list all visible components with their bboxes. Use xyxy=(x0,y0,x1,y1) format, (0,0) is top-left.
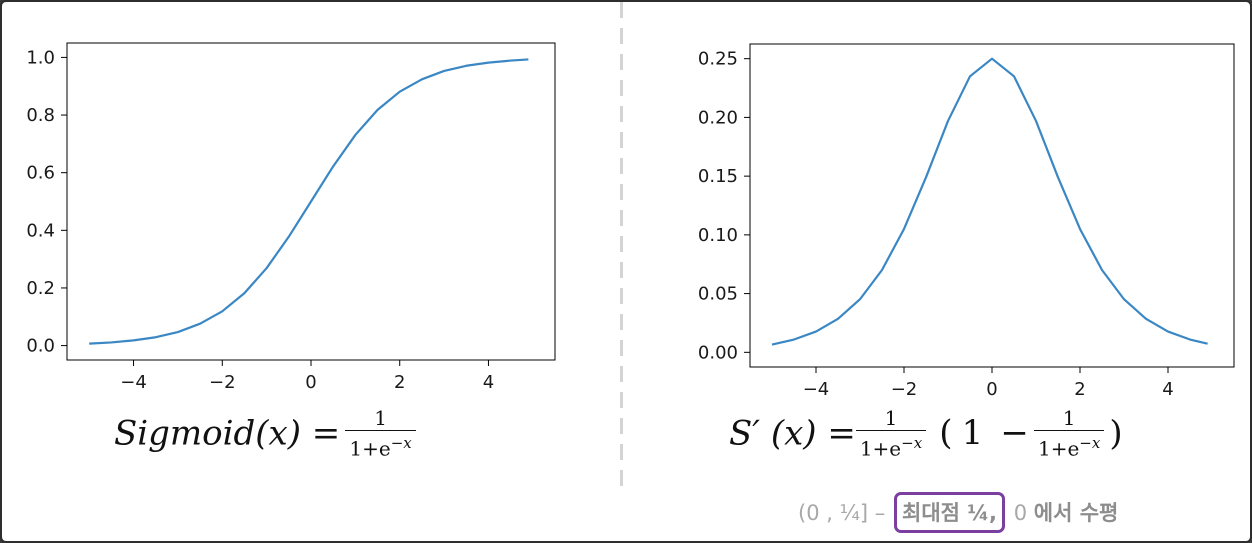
dashed-divider xyxy=(620,2,623,490)
sigmoid-derivative-chart: −4 −2 0 2 4 0.00 0.05 0.10 0.15 0.20 0.25 xyxy=(698,43,1235,400)
derivative-x-tick-label: 4 xyxy=(1162,379,1173,400)
sigmoid-x-tick-label: −4 xyxy=(120,372,147,393)
derivative-x-tick-label: −2 xyxy=(891,379,918,400)
close-paren: ) xyxy=(1109,413,1123,454)
sigmoid-x-tick-label: 4 xyxy=(483,372,494,393)
sigmoid-y-tick-label: 1.0 xyxy=(26,47,55,68)
sigmoid-series-line-0 xyxy=(89,58,529,345)
derivative-denominator-2: 1+e−x xyxy=(1033,430,1105,461)
sigmoid-formula-lhs: Sigmoid(x) = xyxy=(114,413,341,454)
derivative-y-tick-label: 0.10 xyxy=(698,225,738,246)
sigmoid-den-base: 1+e xyxy=(349,436,391,461)
sigmoid-y-tick-label: 0.2 xyxy=(26,278,55,299)
derivative-fraction-1: 1 1+e−x xyxy=(855,406,927,461)
sigmoid-formula: Sigmoid(x) = 1 1+e−x xyxy=(114,406,416,461)
derivative-den2-exp: −x xyxy=(1079,434,1101,452)
derivative-numerator-1: 1 xyxy=(884,406,898,430)
derivative-den2-base: 1+e xyxy=(1037,436,1080,461)
derivative-series-line-0 xyxy=(771,57,1208,346)
caption-highlight-text: 최대점 ¼, xyxy=(902,501,997,525)
caption-prefix: (0 , ¼] – xyxy=(798,501,886,525)
sigmoid-y-tick-label: 0.6 xyxy=(26,163,55,184)
sigmoid-x-tick-label: 2 xyxy=(394,372,405,393)
open-paren: ( xyxy=(939,413,953,454)
sigmoid-x-tick-label: −2 xyxy=(209,372,236,393)
sigmoid-chart: −4 −2 0 2 4 0.0 0.2 0.4 0.6 0.8 1.0 xyxy=(26,42,556,393)
sigmoid-numerator: 1 xyxy=(374,406,387,430)
derivative-y-tick-label: 0.20 xyxy=(698,107,738,128)
derivative-y-tick-label: 0.15 xyxy=(698,166,738,187)
derivative-x-tick-label: 0 xyxy=(986,379,997,400)
sigmoid-fraction: 1 1+e−x xyxy=(345,406,416,461)
sigmoid-denominator: 1+e−x xyxy=(345,430,416,461)
max-point-highlight: 최대점 ¼, xyxy=(894,492,1005,533)
derivative-y-tick-label: 0.25 xyxy=(698,49,738,70)
derivative-formula: S′ (x) = 1 1+e−x ( 1 − 1 1+e−x ) xyxy=(729,406,1123,461)
caption-mid: 0 xyxy=(1013,501,1028,525)
caption: (0 , ¼] – 최대점 ¼, 0 에서 수평 xyxy=(798,492,1118,533)
derivative-y-tick-label: 0.05 xyxy=(698,284,738,305)
caption-suffix: 에서 수평 xyxy=(1033,501,1119,525)
sigmoid-y-tick-label: 0.4 xyxy=(26,220,55,241)
sigmoid-y-tick-label: 0.0 xyxy=(26,336,55,357)
sigmoid-y-tick-label: 0.8 xyxy=(26,105,55,126)
sigmoid-den-exp: −x xyxy=(390,434,412,452)
derivative-fraction-2: 1 1+e−x xyxy=(1033,406,1105,461)
derivative-x-tick-label: −4 xyxy=(803,379,830,400)
derivative-denominator-1: 1+e−x xyxy=(855,430,927,461)
derivative-y-tick-label: 0.00 xyxy=(698,342,738,363)
one-term: 1 xyxy=(961,413,984,454)
derivative-axes-frame xyxy=(749,43,1235,368)
derivative-den1-base: 1+e xyxy=(859,436,902,461)
minus-sign: − xyxy=(1000,413,1029,454)
derivative-den1-exp: −x xyxy=(901,434,923,452)
derivative-formula-lhs: S′ (x) = xyxy=(729,413,856,454)
derivative-x-tick-label: 2 xyxy=(1074,379,1085,400)
sigmoid-x-tick-label: 0 xyxy=(305,372,316,393)
derivative-numerator-2: 1 xyxy=(1062,406,1076,430)
